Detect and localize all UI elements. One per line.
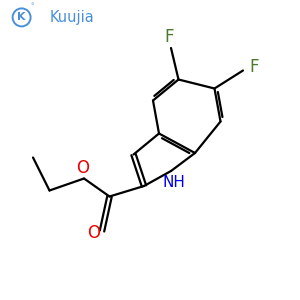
Text: NH: NH bbox=[163, 175, 185, 190]
Text: O: O bbox=[87, 224, 100, 242]
Text: F: F bbox=[165, 28, 174, 46]
Text: K: K bbox=[17, 12, 26, 22]
Text: O: O bbox=[76, 159, 89, 177]
Text: Kuujia: Kuujia bbox=[50, 10, 95, 25]
Text: °: ° bbox=[30, 3, 34, 9]
Text: F: F bbox=[250, 58, 259, 76]
